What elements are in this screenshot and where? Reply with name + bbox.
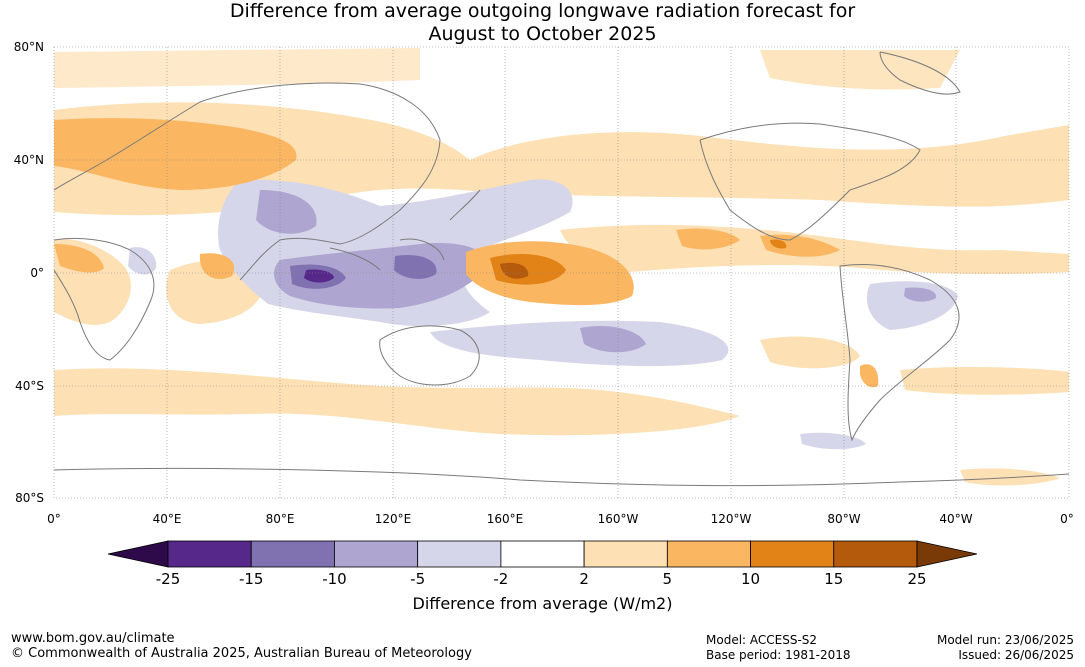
footer-url: www.bom.gov.au/climate xyxy=(11,631,175,646)
colorbar-svg: -25 -15 -10 -5 -2 2 5 10 15 25 xyxy=(107,540,978,588)
lon-label-0-right: 0° xyxy=(1060,512,1074,526)
positive-medium-west-africa xyxy=(54,244,104,273)
colorbar-tick-label: 10 xyxy=(741,570,760,588)
footer-model: Model: ACCESS-S2 xyxy=(706,633,818,647)
negative-extreme-core xyxy=(304,269,334,283)
negative-region-south-pacific xyxy=(430,320,729,367)
latitude-labels: 80°N 40°N 0° 40°S 80°S xyxy=(14,40,44,505)
colorbar-extend-high xyxy=(916,540,978,568)
positive-band-south xyxy=(54,368,740,436)
coastlines xyxy=(54,51,1069,487)
lon-label-40w: 40°W xyxy=(939,512,972,526)
colorbar-box xyxy=(250,540,335,568)
anomaly-fields xyxy=(54,48,1069,486)
colorbar-box xyxy=(833,540,918,568)
map-svg: 80°N 40°N 0° 40°S 80°S 0° 40°E 80°E 120°… xyxy=(14,40,1074,526)
footer-model-run: Model run: 23/06/2025 xyxy=(936,633,1074,647)
lon-label-40e: 40°E xyxy=(153,512,182,526)
lat-label-80s: 80°S xyxy=(15,491,44,505)
negative-medium-indonesia xyxy=(274,243,487,309)
coast-antarctica xyxy=(54,467,1069,487)
lat-label-40s: 40°S xyxy=(15,379,44,393)
title-line-1: Difference from average outgoing longwav… xyxy=(229,0,856,22)
colorbar-tick-label: -10 xyxy=(322,570,347,588)
footer-left: www.bom.gov.au/climate © Commonwealth of… xyxy=(11,631,472,661)
colorbar-box xyxy=(583,540,668,568)
negative-medium-india xyxy=(256,190,317,234)
footer-middle: Model: ACCESS-S2 Base period: 1981-2018 xyxy=(706,633,851,663)
lon-label-160w: 160°W xyxy=(598,512,639,526)
title-line-2: August to October 2025 xyxy=(428,23,657,45)
map-title: Difference from average outgoing longwav… xyxy=(0,0,1085,46)
colorbar-box xyxy=(666,540,751,568)
colorbar-title: Difference from average (W/m2) xyxy=(412,594,673,613)
negative-region-amazon xyxy=(866,281,958,330)
positive-medium-central-asia xyxy=(54,118,297,190)
colorbar-tick-label: 5 xyxy=(663,570,673,588)
lat-label-0: 0° xyxy=(30,266,44,280)
coast-south-america xyxy=(839,264,960,442)
footer-copyright: © Commonwealth of Australia 2025, Austra… xyxy=(11,646,472,661)
lon-label-80w: 80°W xyxy=(827,512,860,526)
footer-base-period: Base period: 1981-2018 xyxy=(706,648,851,662)
footer-issued: Issued: 26/06/2025 xyxy=(958,648,1074,662)
colorbar-tick-label: 25 xyxy=(907,570,926,588)
lon-label-80e: 80°E xyxy=(266,512,295,526)
coast-greenland xyxy=(879,51,961,95)
colorbar-tick-label: -15 xyxy=(239,570,264,588)
positive-strong-caribbean xyxy=(770,239,787,249)
positive-band-south-atlantic xyxy=(900,366,1069,395)
colorbar-tick-label: 15 xyxy=(824,570,843,588)
colorbar-tick-label: -2 xyxy=(493,570,508,588)
positive-band-arctic xyxy=(54,48,420,88)
colorbar-tick-label: 2 xyxy=(579,570,589,588)
map-area: 80°N 40°N 0° 40°S 80°S 0° 40°E 80°E 120°… xyxy=(0,40,1085,540)
coast-eurasia xyxy=(54,82,441,281)
colorbar-box xyxy=(167,540,252,568)
longitude-labels: 0° 40°E 80°E 120°E 160°E 160°W 120°W 80°… xyxy=(47,512,1074,526)
colorbar-extend-low xyxy=(107,540,169,568)
lon-label-120e: 120°E xyxy=(375,512,412,526)
coast-africa xyxy=(54,237,155,361)
colorbar-box xyxy=(750,540,835,568)
positive-area-antarctic xyxy=(960,468,1060,486)
colorbar-box xyxy=(417,540,502,568)
graticule xyxy=(54,47,1069,498)
colorbar-box xyxy=(334,540,419,568)
lon-label-160e: 160°E xyxy=(487,512,524,526)
coast-maritime-continent xyxy=(329,189,481,271)
coast-north-america xyxy=(699,122,921,241)
colorbar-tick-label: -25 xyxy=(156,570,181,588)
negative-medium-south-pacific xyxy=(580,325,646,353)
footer-right: Model run: 23/06/2025 Issued: 26/06/2025 xyxy=(937,633,1074,663)
positive-extreme-core xyxy=(500,262,529,279)
lon-label-120w: 120°W xyxy=(711,512,752,526)
negative-region-southern-ocean xyxy=(800,432,866,450)
map-frame xyxy=(53,46,1070,499)
positive-medium-arabian xyxy=(199,253,235,280)
negative-medium-amazon xyxy=(904,287,937,302)
lat-label-40n: 40°N xyxy=(14,153,44,167)
colorbar-box xyxy=(500,540,585,568)
positive-medium-east-pacific xyxy=(676,228,740,250)
negative-strong-borneo xyxy=(394,254,437,279)
lon-label-0-left: 0° xyxy=(47,512,61,526)
positive-medium-andes xyxy=(860,364,879,388)
lat-label-80n: 80°N xyxy=(14,40,44,54)
positive-area-south-pacific xyxy=(760,336,860,369)
colorbar: -25 -15 -10 -5 -2 2 5 10 15 25 xyxy=(100,536,985,616)
coast-australia xyxy=(379,325,480,386)
colorbar-tick-label: -5 xyxy=(410,570,425,588)
